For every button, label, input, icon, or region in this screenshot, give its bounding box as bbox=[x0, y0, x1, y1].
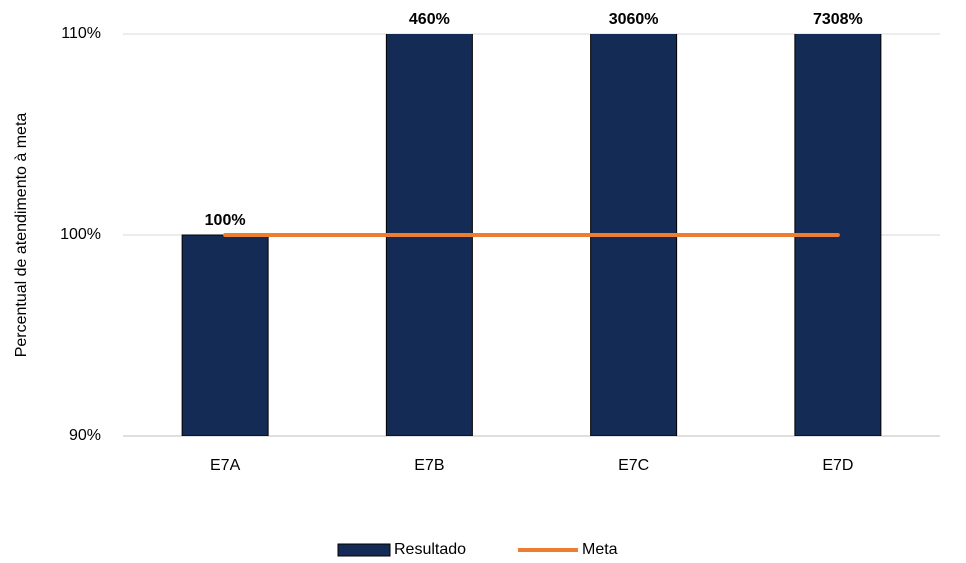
x-tick-label: E7A bbox=[210, 457, 241, 474]
data-label: 3060% bbox=[609, 11, 659, 28]
y-tick-label: 90% bbox=[69, 427, 101, 444]
x-tick-label: E7C bbox=[618, 457, 649, 474]
x-tick-label: E7B bbox=[414, 457, 444, 474]
data-label: 100% bbox=[205, 212, 246, 229]
bar bbox=[794, 34, 882, 436]
legend-label: Resultado bbox=[394, 541, 466, 558]
data-label: 460% bbox=[409, 11, 450, 28]
y-tick-label: 110% bbox=[61, 25, 101, 42]
y-axis-title: Percentual de atendimento à meta bbox=[13, 113, 30, 358]
y-tick-label: 100% bbox=[60, 226, 101, 243]
legend-swatch bbox=[337, 543, 391, 557]
data-label: 7308% bbox=[813, 11, 863, 28]
x-tick-label: E7D bbox=[822, 457, 853, 474]
bar bbox=[385, 34, 473, 436]
plot-area bbox=[181, 34, 882, 436]
bar bbox=[590, 34, 678, 436]
legend-label: Meta bbox=[582, 541, 618, 558]
bar bbox=[181, 234, 269, 436]
